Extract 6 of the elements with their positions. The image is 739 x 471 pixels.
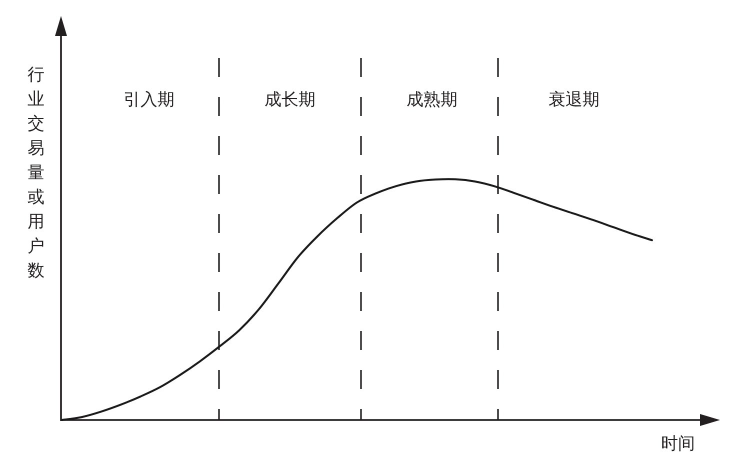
annotation: 成长期 [264, 90, 316, 110]
annotation: 引入期 [124, 90, 174, 110]
annotation: 衰退期 [548, 90, 600, 110]
xlabel: 时间 [661, 434, 695, 454]
ylabel: 行业交易量或用户数 [28, 65, 44, 281]
annotation: 成熟期 [406, 90, 458, 110]
